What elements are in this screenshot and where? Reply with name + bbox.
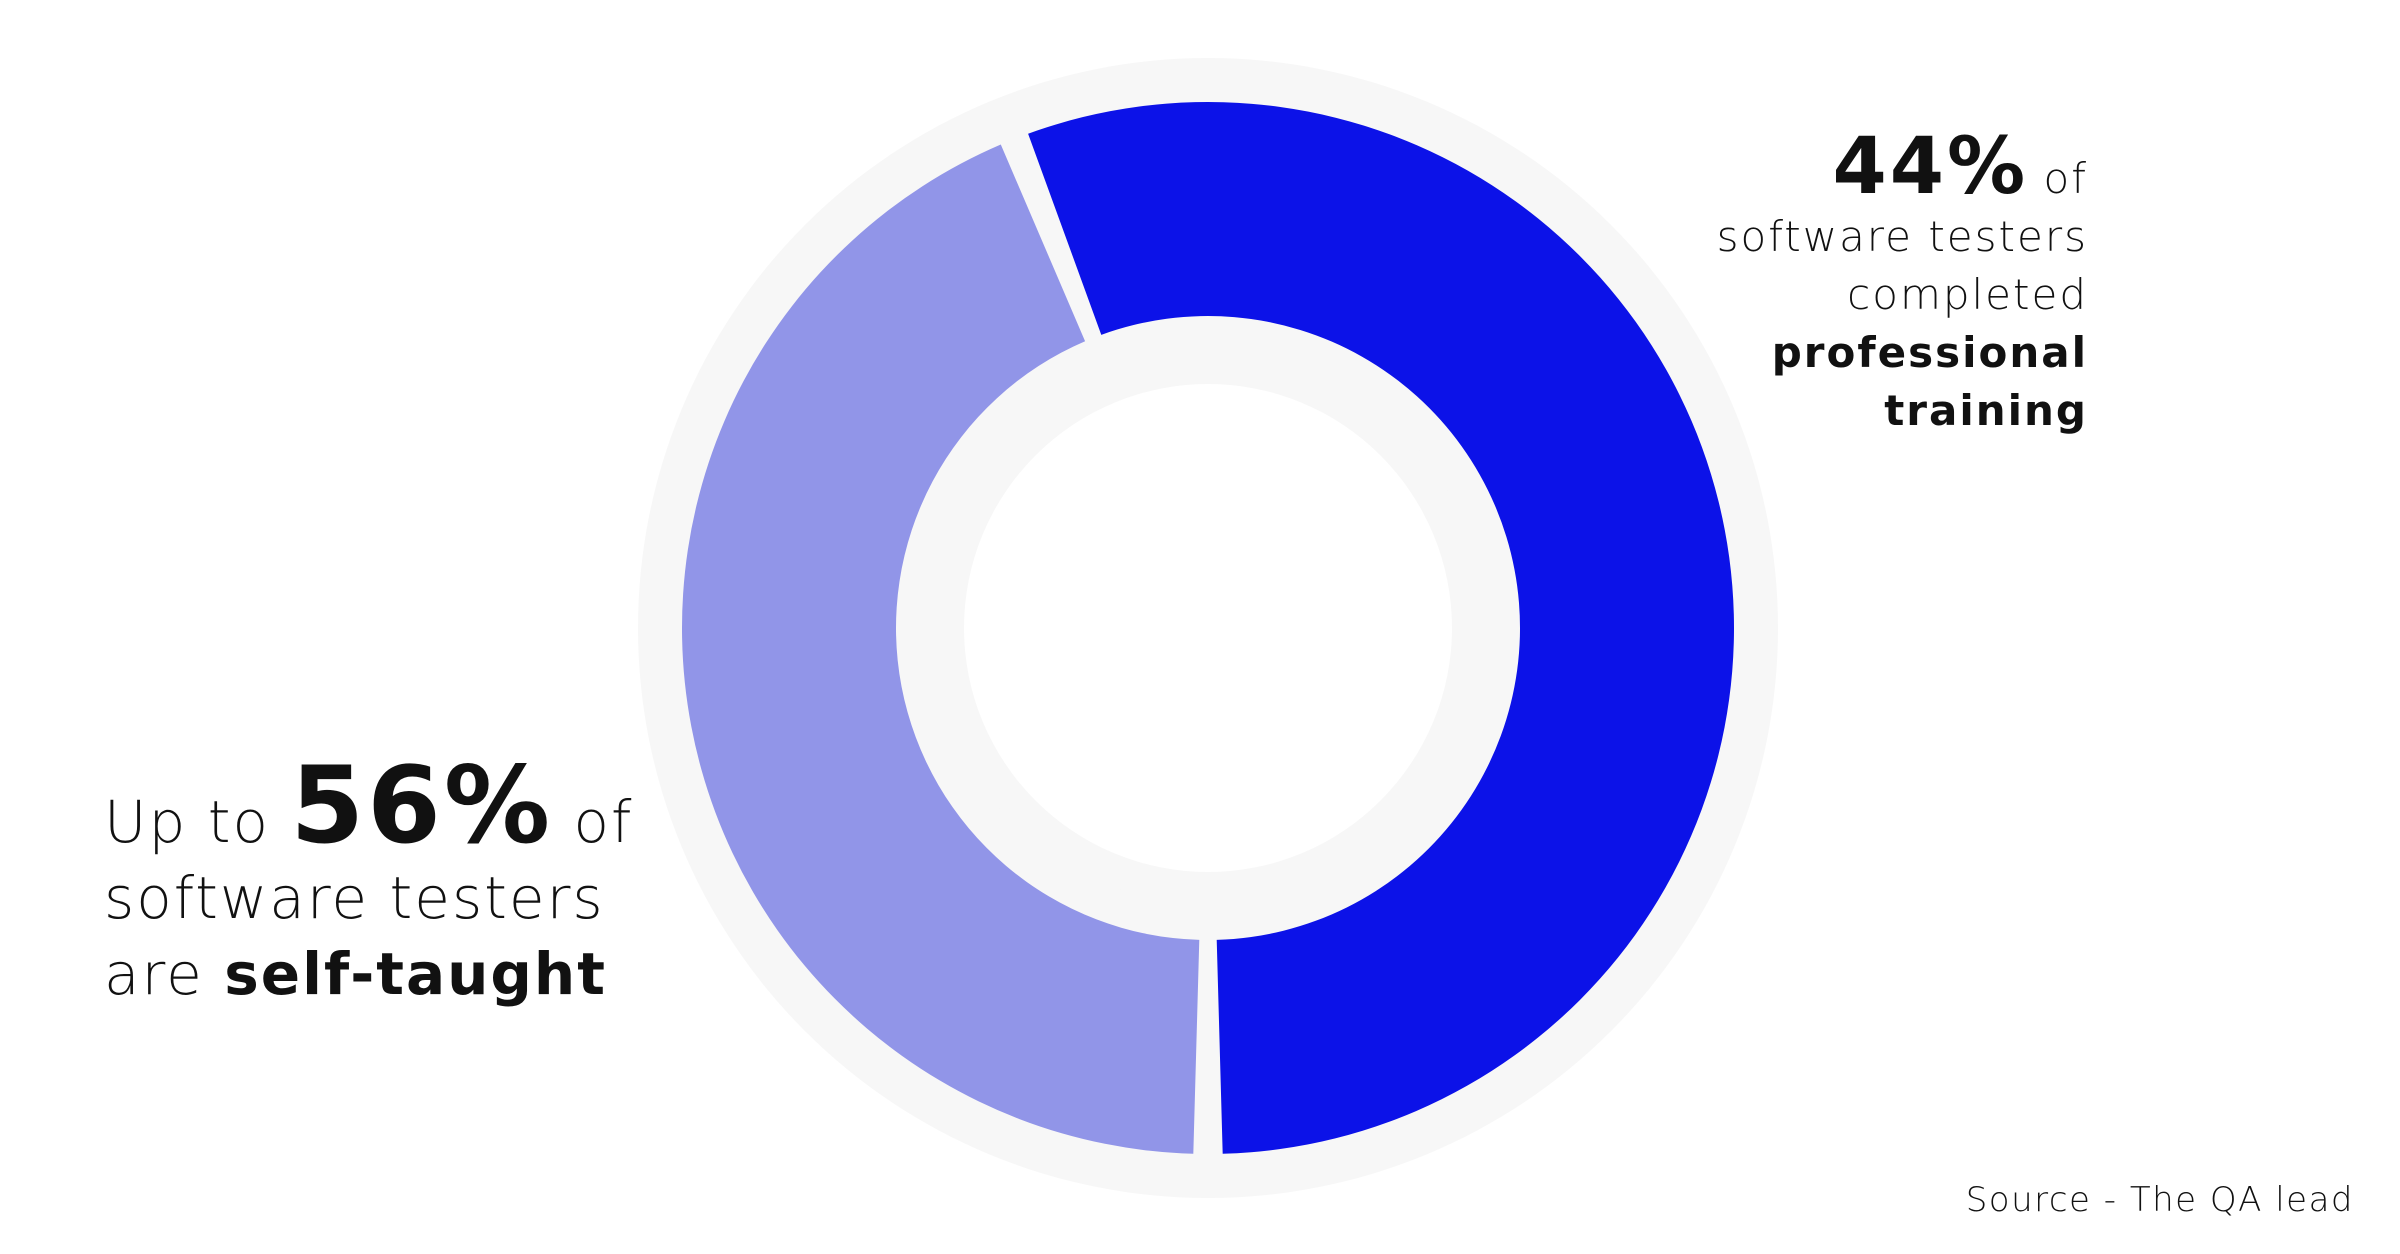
professional-line-1: 44% of [1568,128,2088,208]
self-taught-percent: 56% [290,744,554,867]
donut-slices [681,102,1734,1154]
self-taught-line-1: Up to 56% of [104,753,724,860]
slice-professional-training [681,144,1200,1154]
self-taught-line-3: are self-taught [104,936,724,1012]
professional-of-text: of [2043,154,2088,203]
professional-line-3: completed [1847,270,2088,319]
professional-training-annotation: 44% of software testers completed profes… [1568,128,2088,440]
slice-self-taught [1028,102,1734,1154]
self-taught-line-2: software testers [104,864,605,932]
professional-percent: 44% [1832,122,2029,212]
professional-line-4: professional [1771,328,2088,377]
professional-line-5: training [1884,386,2088,435]
self-taught-annotation: Up to 56% of software testers are self-t… [104,753,724,1012]
self-taught-of-text: of [573,788,634,856]
self-taught-strong-text: self-taught [224,940,607,1008]
professional-line-2: software testers [1716,212,2088,261]
self-taught-line-3-prefix: are [104,940,204,1008]
donut-hole [964,384,1452,872]
source-note: Source - The QA lead [1965,1180,2354,1220]
self-taught-prefix: Up to [104,788,270,856]
